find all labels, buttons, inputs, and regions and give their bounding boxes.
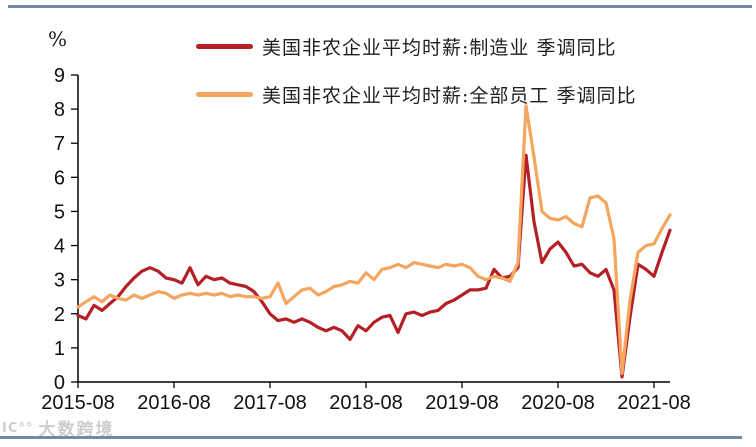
- y-tick-label: 7: [54, 133, 65, 155]
- legend-line-swatch-orange: [196, 92, 253, 97]
- legend-line-swatch-red: [196, 44, 253, 49]
- watermark: IC°° 大数跨境: [2, 415, 114, 440]
- x-tick-label: 2018-08: [329, 392, 402, 414]
- y-tick-label: 8: [54, 99, 65, 121]
- y-axis-unit-label: %: [48, 27, 68, 51]
- series-line-manufacturing: [76, 153, 672, 379]
- watermark-logo: IC°°: [2, 421, 34, 436]
- x-tick-label: 2020-08: [521, 392, 594, 414]
- bottom-divider: [0, 436, 742, 439]
- y-tick-label: 1: [54, 338, 65, 360]
- legend-item-all-employees: 美国非农企业平均时薪:全部员工 季调同比: [196, 81, 636, 108]
- y-tick-label: 9: [54, 65, 65, 87]
- x-tick-label: 2015-08: [41, 392, 114, 414]
- legend-label: 美国非农企业平均时薪:全部员工 季调同比: [262, 85, 637, 107]
- y-tick-label: 5: [54, 201, 65, 223]
- y-tick-label: 3: [54, 270, 65, 292]
- watermark-brand-text: 大数跨境: [38, 420, 115, 440]
- y-tick-label: 2: [54, 304, 65, 326]
- x-tick-label: 2017-08: [233, 392, 306, 414]
- y-tick-label: 4: [54, 236, 65, 258]
- y-tick-label: 0: [54, 372, 65, 394]
- legend-item-manufacturing: 美国非农企业平均时薪:制造业 季调同比: [196, 33, 616, 60]
- x-tick-label: 2021-08: [617, 392, 690, 414]
- series-line-all-employees: [76, 104, 672, 376]
- x-tick-label: 2019-08: [425, 392, 498, 414]
- x-tick-label: 2016-08: [137, 392, 210, 414]
- legend-label: 美国非农企业平均时薪:制造业 季调同比: [262, 37, 617, 59]
- y-tick-label: 6: [54, 167, 65, 189]
- top-divider: [8, 5, 752, 8]
